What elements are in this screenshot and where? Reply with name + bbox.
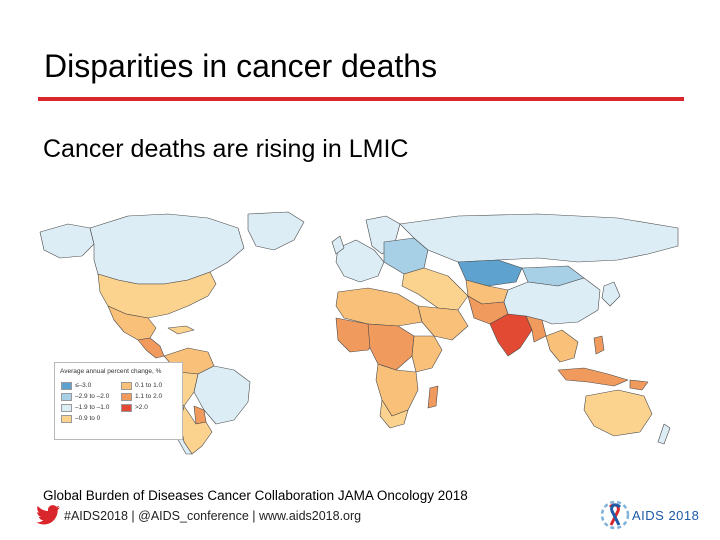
region-madagascar [427,385,439,409]
region-australia [583,389,653,437]
legend-swatch [121,381,132,390]
legend-item: 1.1 to 2.0 [121,391,162,402]
legend-swatch [61,403,72,412]
region-south-africa [379,399,409,429]
region-southeast-asia [545,329,579,363]
legend-item: –2.9 to –2.0 [61,391,109,402]
region-korea-japan [601,281,621,307]
legend-item: –1.9 to –1.0 [61,402,109,413]
region-indonesia [557,367,629,387]
legend-label: >2.0 [135,404,148,411]
legend-swatch [121,403,132,412]
legend-swatch [121,392,132,401]
region-canada [89,213,245,285]
region-papua-new-guinea [629,379,649,391]
legend-label: 0.1 to 1.0 [135,382,163,389]
world-map-graphic [39,211,679,455]
region-western-europe [335,239,385,283]
legend-label: –2.9 to –2.0 [75,393,110,400]
title-divider [38,97,684,101]
region-central-africa [367,323,415,371]
region-east-africa [411,335,443,373]
region-alaska [39,223,95,259]
aids2018-ribbon-logo-icon: AIDS 2018 [598,499,699,531]
region-central-america [137,337,165,359]
legend-label: –0.9 to 0 [75,415,101,422]
legend-swatch [61,414,72,423]
region-philippines [593,335,605,355]
twitter-bird-icon [36,505,60,530]
legend-item: –0.9 to 0 [61,413,109,424]
region-china [503,277,601,325]
legend-label: –1.9 to –1.0 [75,404,110,411]
region-arabia [417,305,469,341]
slide-title: Disparities in cancer deaths [44,48,438,84]
legend-item: ≤–3.0 [61,380,109,391]
legend-title: Average annual percent change, % [60,368,162,375]
region-caribbean [167,325,195,335]
legend-label: 1.1 to 2.0 [135,393,163,400]
world-map [38,210,684,455]
region-brazil [193,365,251,425]
legend-label: ≤–3.0 [75,382,92,389]
region-india [489,313,533,357]
map-legend: Average annual percent change, % ≤–3.0 –… [54,362,183,440]
legend-swatch [61,392,72,401]
footer-hashtags: #AIDS2018 | @AIDS_conference | www.aids2… [64,509,362,523]
region-greenland [247,211,305,251]
legend-item: >2.0 [121,402,162,413]
region-uk [331,235,345,255]
region-new-zealand [657,423,671,445]
legend-swatch [61,381,72,390]
region-russia [399,213,679,263]
slide-subtitle: Cancer deaths are rising in LMIC [43,135,409,163]
logo-text: AIDS 2018 [632,508,700,523]
legend-item: 0.1 to 1.0 [121,380,162,391]
source-citation: Global Burden of Diseases Cancer Collabo… [43,488,468,503]
region-north-africa [335,287,423,327]
